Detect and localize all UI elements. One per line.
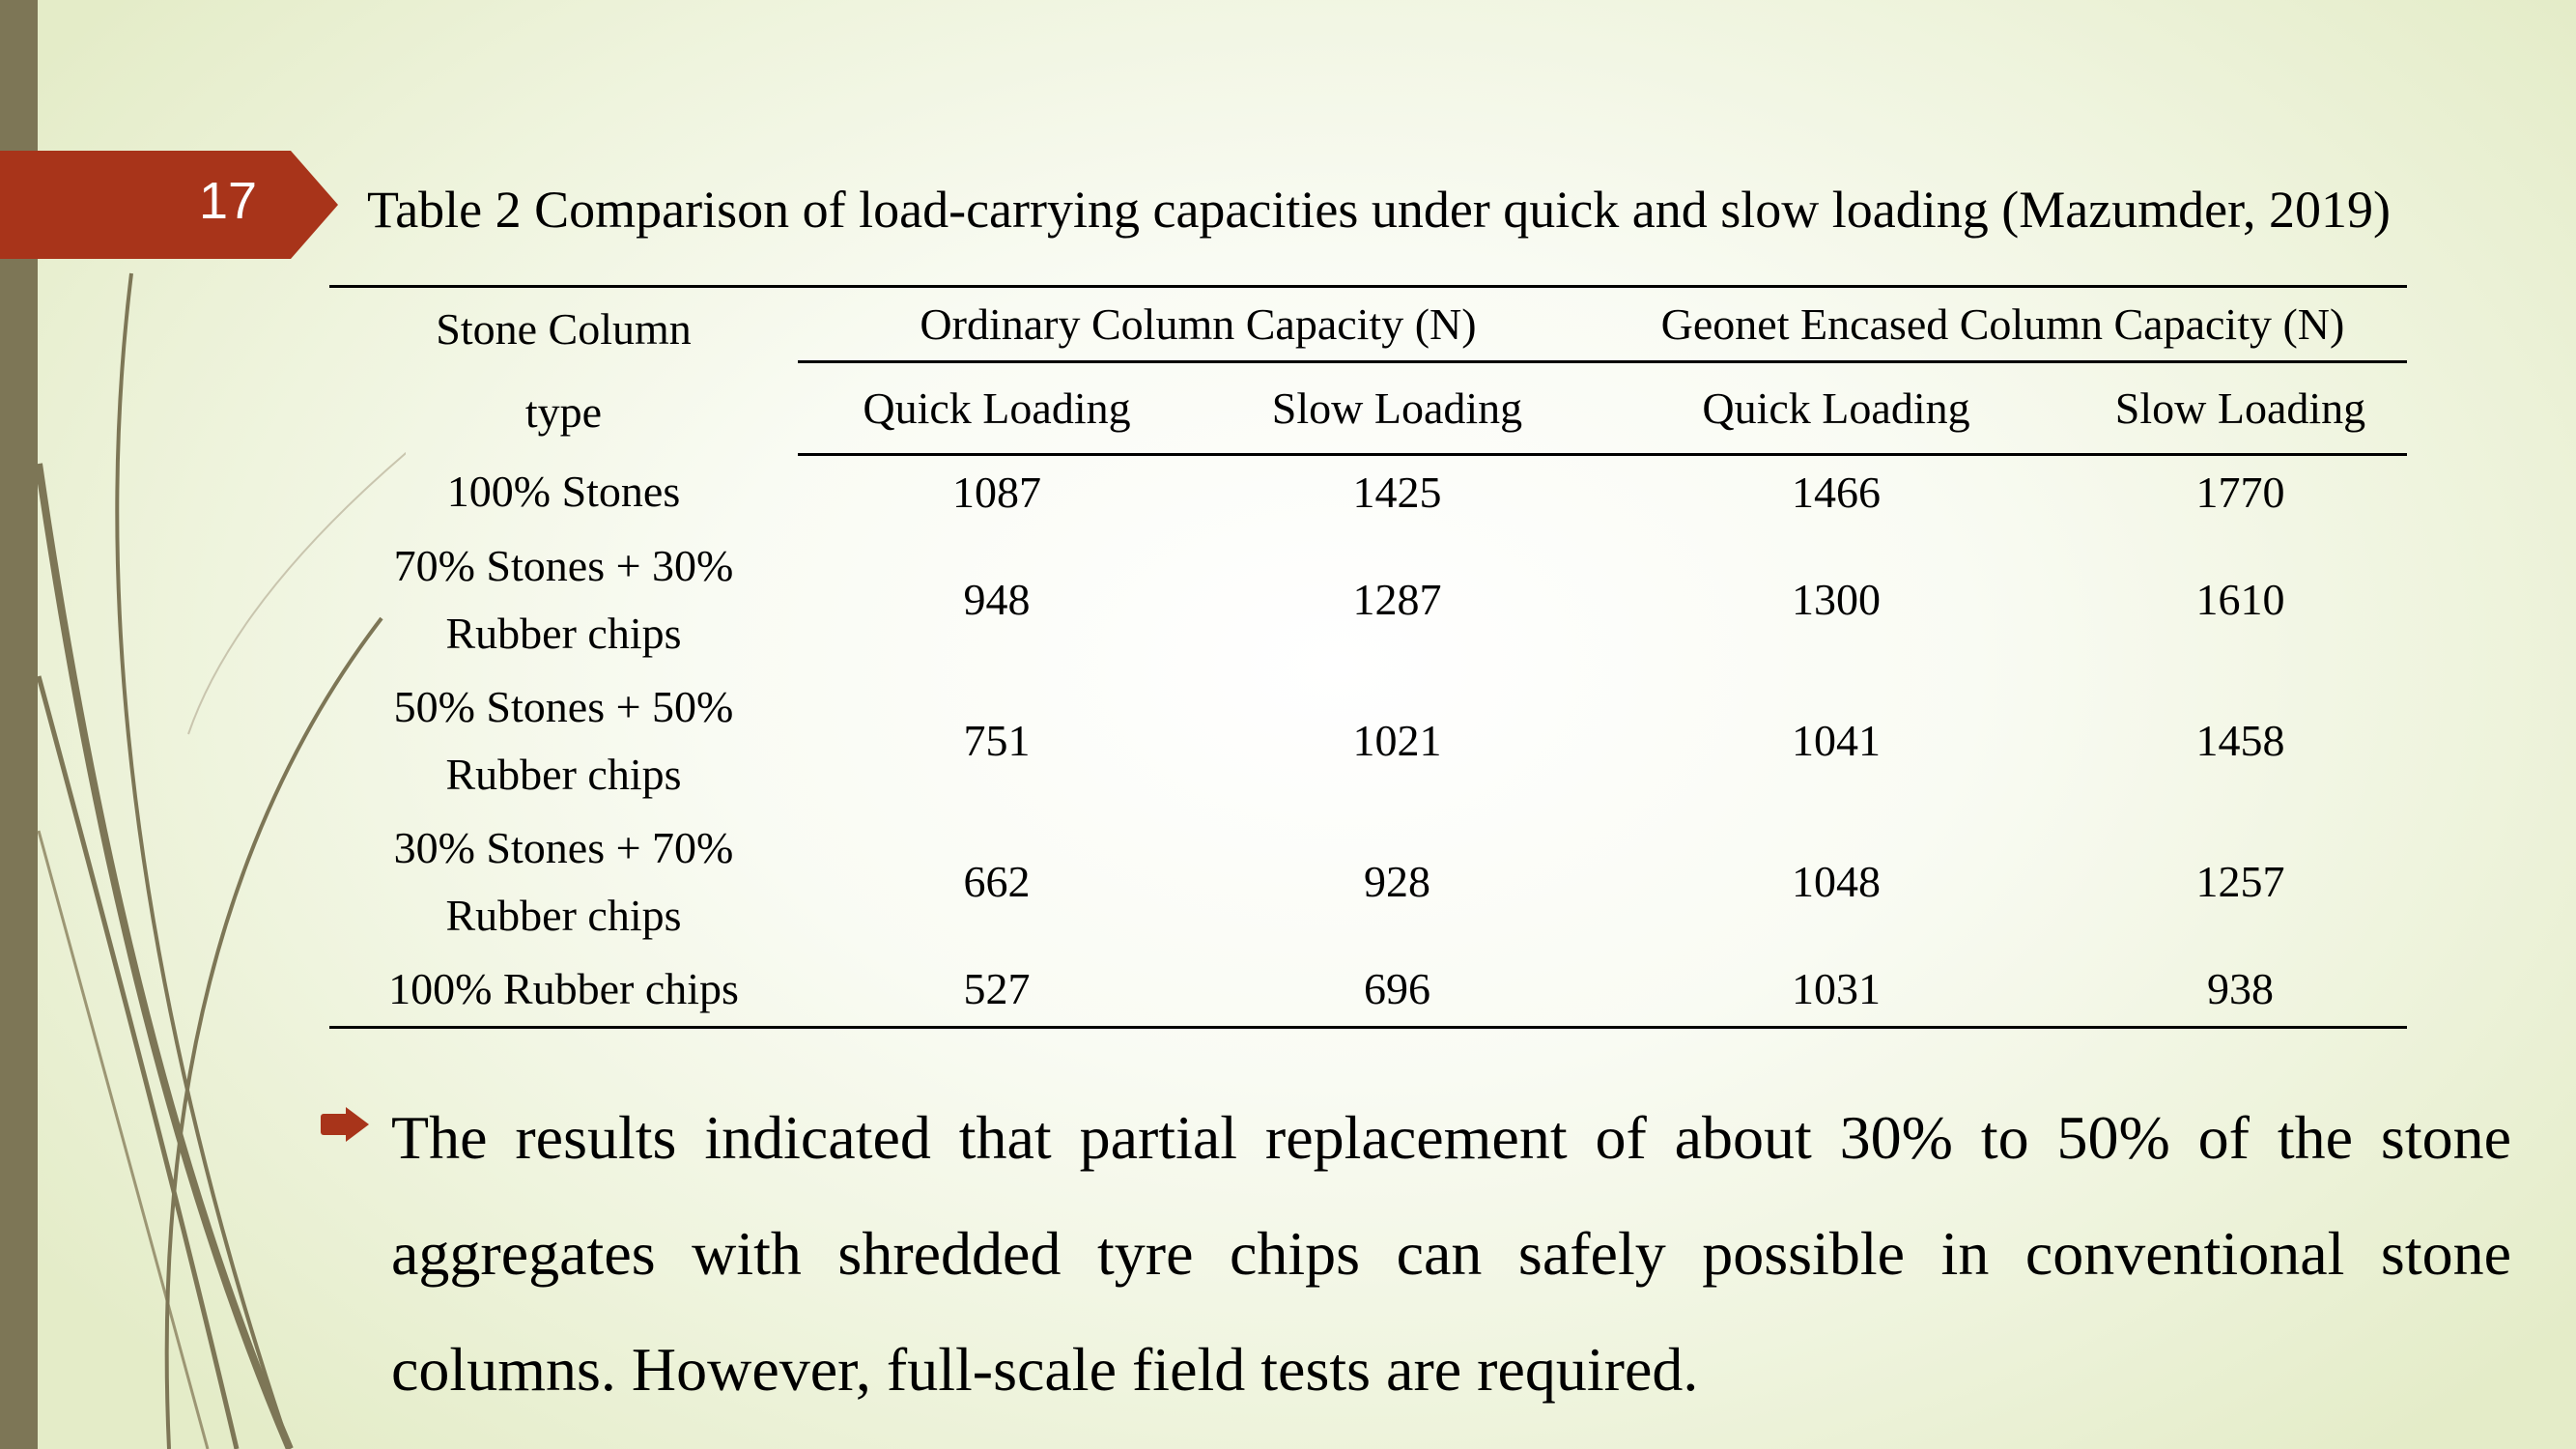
table-caption: Table 2 Comparison of load-carrying capa… (367, 181, 2391, 239)
encased-slow-value: 938 (2074, 952, 2407, 1029)
table-row: 70% Stones + 30% Rubber chips 948 1287 1… (329, 529, 2407, 670)
stone-column-type: 70% Stones + 30% Rubber chips (329, 529, 798, 670)
bullet-point: The results indicated that partial repla… (319, 1080, 2511, 1428)
encased-quick-value: 1466 (1792, 468, 1881, 517)
arrow-right-icon (321, 1107, 369, 1142)
bullet-text: The results indicated that partial repla… (391, 1103, 2511, 1404)
encased-slow-value: 1257 (2195, 857, 2285, 906)
ordinary-quick-value: 662 (963, 857, 1031, 906)
slide-number: 17 (199, 172, 258, 230)
row-header-cell: Stone Column type (329, 285, 798, 454)
stone-column-type-text: 30% Stones + 70% Rubber chips (393, 822, 734, 940)
table-row: 30% Stones + 70% Rubber chips 662 928 10… (329, 811, 2407, 952)
ordinary-quick-value: 948 (963, 575, 1031, 624)
row-header-line2: type (524, 387, 603, 437)
encased-slow-value: 1770 (2195, 468, 2285, 517)
encased-quick-value: 1031 (1599, 952, 2074, 1029)
subheader-ordinary-quick: Quick Loading (798, 361, 1196, 456)
capacity-comparison-table: Stone Column type Ordinary Column Capaci… (329, 285, 2407, 1029)
ordinary-slow-value: 1287 (1352, 575, 1442, 624)
stone-column-type: 100% Stones (446, 467, 681, 517)
slide-number-tab (0, 151, 338, 259)
stone-column-type: 50% Stones + 50% Rubber chips (329, 670, 798, 811)
encased-slow-value: 1610 (2195, 575, 2285, 624)
ordinary-slow-value: 928 (1364, 857, 1430, 906)
group-header-geonet-encased: Geonet Encased Column Capacity (N) (1599, 285, 2407, 363)
stone-column-type: 100% Rubber chips (329, 952, 798, 1029)
ordinary-quick-value: 1087 (952, 468, 1041, 517)
table-row: 50% Stones + 50% Rubber chips 751 1021 1… (329, 670, 2407, 811)
row-header-line1: Stone Column (436, 304, 692, 354)
ordinary-quick-value: 527 (798, 952, 1196, 1029)
ordinary-slow-value: 1021 (1352, 716, 1442, 765)
subheader-ordinary-slow: Slow Loading (1196, 361, 1599, 456)
subheader-encased-slow: Slow Loading (2074, 361, 2407, 456)
encased-quick-value: 1048 (1792, 857, 1881, 906)
group-header-ordinary: Ordinary Column Capacity (N) (798, 285, 1599, 363)
encased-quick-value: 1041 (1792, 716, 1881, 765)
stone-column-type: 30% Stones + 70% Rubber chips (329, 811, 798, 952)
encased-quick-value: 1300 (1792, 575, 1881, 624)
stone-column-type-text: 50% Stones + 50% Rubber chips (393, 681, 734, 799)
subheader-encased-quick: Quick Loading (1599, 361, 2074, 456)
decorative-swoosh-lines (35, 272, 406, 1449)
table-row: 100% Rubber chips 527 696 1031 938 (329, 952, 2407, 1029)
encased-slow-value: 1458 (2195, 716, 2285, 765)
ordinary-slow-value: 1425 (1352, 468, 1442, 517)
table-row: 100% Stones 1087 1425 1466 1770 (329, 454, 2407, 529)
ordinary-quick-value: 751 (963, 716, 1031, 765)
ordinary-slow-value: 696 (1196, 952, 1599, 1029)
stone-column-type-text: 70% Stones + 30% Rubber chips (393, 540, 734, 658)
